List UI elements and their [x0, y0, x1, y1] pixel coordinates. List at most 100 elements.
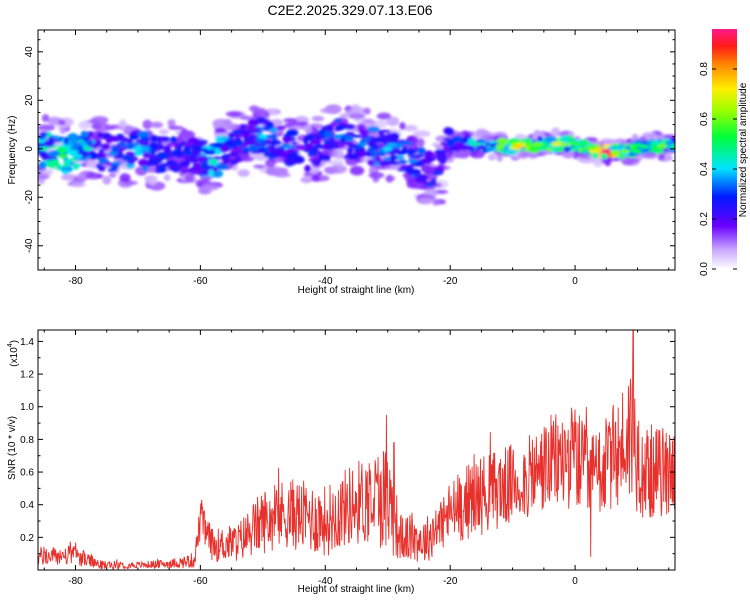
spectrogram-blob: [327, 159, 344, 166]
figure-title: C2E2.2025.329.07.13.E06: [267, 2, 432, 18]
spectrogram-ridge-point: [670, 144, 675, 149]
spectrogram-blob: [202, 160, 208, 166]
spectrogram-blob: [453, 145, 464, 151]
spectrogram-blob: [400, 141, 414, 146]
spectrogram-blob: [81, 141, 87, 147]
spectrogram-blob: [118, 119, 127, 129]
snr-x-ticks: -80 -60 -40 -20 0: [43, 330, 670, 587]
spectrogram-blob: [413, 130, 431, 138]
colorbar-tick-label: 0.8: [699, 62, 710, 76]
spectrogram-blob: [367, 126, 380, 133]
spectrogram-blob: [445, 151, 452, 159]
spectrogram-blob: [184, 142, 195, 147]
spectrogram-blob: [582, 148, 588, 153]
spectrogram-ridge-point: [601, 149, 612, 154]
spectrogram-blob: [252, 107, 267, 116]
spectrogram-blob: [43, 140, 55, 148]
spectrogram-blob: [291, 141, 298, 145]
spectrogram-blob: [237, 169, 250, 177]
spectrogram-blob: [272, 140, 282, 145]
spectrogram-blob: [485, 147, 493, 151]
spectrogram-blob: [191, 147, 198, 153]
spectrogram-ridge-point: [157, 153, 168, 159]
spectrogram-blob: [106, 138, 113, 144]
spectrogram-blob: [378, 131, 385, 136]
spectrogram-blob: [263, 153, 272, 157]
spectrogram-blob: [358, 129, 370, 135]
spectrogram-blob: [434, 149, 447, 153]
spectrogram-blob: [386, 143, 397, 147]
spectrogram-blob: [176, 135, 183, 144]
spectrogram-ridge-point: [551, 141, 562, 147]
spectrogram-marks: [38, 104, 675, 206]
spectrogram-blob: [66, 149, 79, 155]
snr-series-line: [38, 330, 675, 570]
spectrogram-blob: [371, 150, 377, 158]
spectrogram-blob: [518, 151, 529, 159]
spectrogram-blob: [315, 135, 321, 141]
spectrogram-blob: [600, 153, 609, 160]
spectrogram-blob: [496, 137, 508, 146]
spectrogram-blob: [320, 107, 337, 114]
snr-y-ticks: 0.2 0.4 0.6 0.8 1.0 1.2 1.4: [20, 337, 675, 555]
spectrogram-blob: [300, 176, 313, 184]
spectrogram-ridge-point: [132, 146, 143, 151]
spectrogram-blob: [119, 141, 126, 148]
snr-y-scale-close: ): [9, 340, 20, 343]
colorbar-tick-label: 0.4: [699, 162, 710, 176]
spectrogram-blob: [183, 145, 191, 153]
spectrogram-blob: [451, 135, 464, 143]
spectrogram-blob: [150, 121, 163, 129]
spectrogram-blob: [215, 163, 229, 170]
spectrogram-ridge-point: [332, 134, 343, 139]
spectrogram-ridge-point: [58, 153, 68, 159]
spectrogram-blob: [222, 161, 229, 165]
spectrogram-blob: [304, 164, 312, 173]
spectrogram-blob: [97, 158, 109, 163]
spectrogram-blob: [309, 167, 317, 174]
x-tick-label: -40: [318, 276, 333, 287]
spectrogram-blob: [159, 136, 167, 143]
spectrogram-blob: [311, 115, 325, 122]
spectrogram-blob: [98, 148, 105, 153]
spectrogram-blob: [308, 158, 320, 162]
spectrogram-blob: [285, 158, 297, 166]
spectrogram-blob: [475, 128, 488, 138]
spectrogram-blob: [278, 150, 287, 158]
spectrogram-blob: [270, 133, 278, 140]
spectrogram-blob: [454, 149, 471, 159]
colorbar: 0.0 0.2 0.4 0.6 0.8 Normalized spectral ampl…: [699, 29, 749, 276]
spectrogram-blob: [631, 148, 640, 154]
spectrogram-blob: [370, 143, 378, 149]
spectrogram-blob: [41, 114, 50, 123]
spectrogram-blob: [541, 146, 548, 151]
spectrogram-blob: [158, 166, 167, 173]
spectrogram-blob: [239, 115, 255, 121]
spectrogram-blob: [200, 164, 212, 170]
spectrogram-blob: [333, 149, 344, 159]
spectrogram-blob: [423, 167, 435, 175]
spectrogram-blob: [537, 135, 543, 142]
x-tick-label: -60: [193, 276, 208, 287]
spectrogram-blob: [145, 161, 153, 167]
spectrogram-blob: [470, 150, 485, 159]
spectrogram-blob: [163, 174, 171, 182]
spectrogram-blob: [551, 127, 561, 137]
spectrogram-blob: [221, 136, 230, 140]
x-tick-label: -80: [68, 276, 83, 287]
spectrogram-blob: [61, 173, 78, 181]
snr-y-scale-exponent: 4: [7, 343, 14, 347]
snr-y-axis-label: SNR (10 * v/v): [7, 416, 18, 480]
spectrogram-blob: [176, 144, 183, 151]
spectrogram-blob: [404, 167, 413, 172]
spectrogram-blob: [228, 155, 237, 160]
spectrogram-blob: [385, 174, 394, 183]
spectrogram-blob: [212, 142, 224, 149]
spectrogram-blob: [432, 201, 441, 206]
spectrogram-ridge-point: [232, 141, 243, 147]
spectrogram-ridge-point: [257, 134, 268, 139]
spectrogram-blob: [71, 154, 83, 158]
snr-x-axis-label: Height of straight line (km): [298, 584, 415, 595]
spectrogram-blob: [150, 135, 159, 143]
